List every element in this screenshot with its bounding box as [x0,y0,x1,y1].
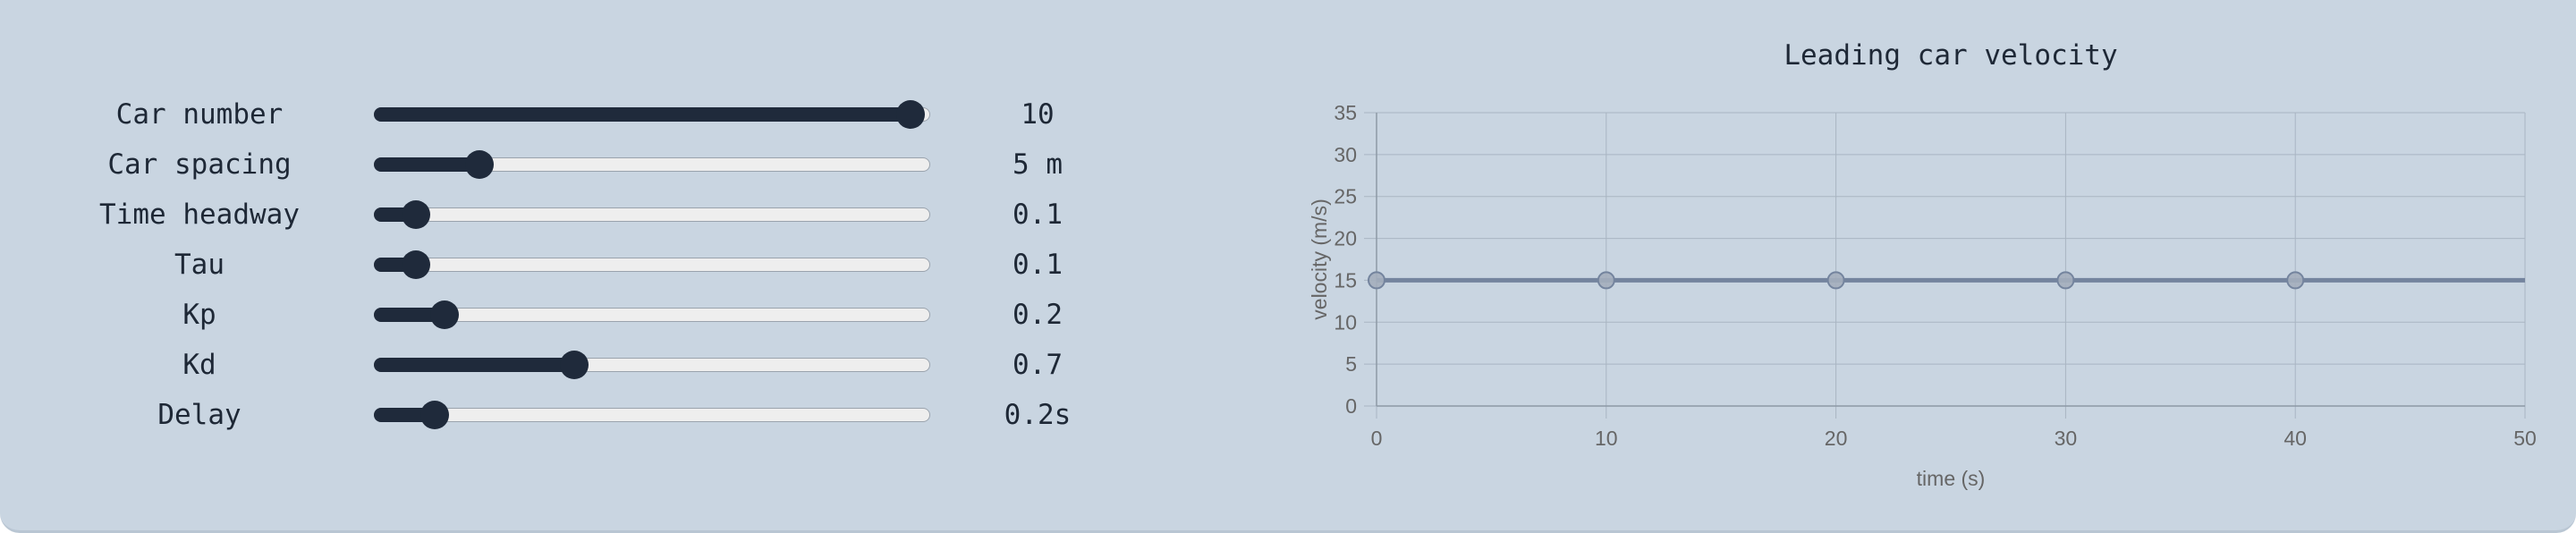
y-tick-label: 10 [1334,310,1357,334]
x-axis-label: time (s) [1917,467,1986,490]
y-tick-label: 30 [1334,143,1357,166]
control-row-time-headway: Time headway 0.1 [0,190,1163,240]
x-tick-label: 40 [2284,427,2307,450]
control-row-delay: Delay 0.2s [0,390,1163,440]
y-tick-label: 25 [1334,185,1357,208]
control-value: 0.1 [975,240,1100,290]
control-label: Kp [54,290,345,340]
x-tick-label: 10 [1595,427,1618,450]
slider-track[interactable] [374,207,930,222]
control-value: 0.7 [975,340,1100,390]
data-point[interactable] [1598,272,1614,288]
control-row-kd: Kd 0.7 [0,340,1163,390]
control-label: Car spacing [54,140,345,190]
control-label: Delay [54,390,345,440]
slider-thumb[interactable] [560,351,589,379]
slider-fill [374,358,574,372]
slider-thumb[interactable] [465,150,494,179]
kd-slider[interactable] [374,358,930,372]
x-tick-label: 30 [2055,427,2078,450]
car-spacing-slider[interactable] [374,157,930,172]
y-tick-label: 15 [1334,268,1357,292]
x-tick-label: 0 [1371,427,1383,450]
slider-track[interactable] [374,258,930,272]
data-point[interactable] [2287,272,2303,288]
control-value: 10 [975,89,1100,140]
delay-slider[interactable] [374,408,930,422]
control-value: 0.2s [975,390,1100,440]
chart-svg: 0 5 10 15 20 25 30 35 0 10 20 30 40 50 Leading car vel… [1270,0,2576,533]
y-tick-label: 0 [1345,394,1357,418]
y-tick-label: 35 [1334,101,1357,124]
slider-thumb[interactable] [402,200,430,229]
slider-thumb[interactable] [402,250,430,279]
data-point[interactable] [2057,272,2073,288]
x-tick-label: 20 [1825,427,1848,450]
data-point[interactable] [1828,272,1844,288]
x-tick-label: 50 [2513,427,2537,450]
data-point[interactable] [1368,272,1385,288]
control-label: Time headway [54,190,345,240]
y-tick-label: 5 [1345,352,1357,376]
y-axis-label: velocity (m/s) [1308,199,1331,319]
tau-slider[interactable] [374,258,930,272]
slider-thumb[interactable] [896,100,925,129]
y-tick-label: 20 [1334,227,1357,250]
slider-thumb[interactable] [420,401,449,429]
car-number-slider[interactable] [374,107,930,122]
control-label: Tau [54,240,345,290]
control-value: 5 m [975,140,1100,190]
control-row-kp: Kp 0.2 [0,290,1163,340]
control-row-car-number: Car number 10 [0,89,1163,140]
slider-thumb[interactable] [430,300,459,329]
slider-track[interactable] [374,408,930,422]
control-label: Kd [54,340,345,390]
slider-fill [374,157,479,172]
controls-panel: Car number 10 Car spacing 5 m Time headw… [0,0,1163,533]
control-label: Car number [54,89,345,140]
kp-slider[interactable] [374,308,930,322]
time-headway-slider[interactable] [374,207,930,222]
slider-fill [374,107,911,122]
control-value: 0.2 [975,290,1100,340]
chart-title: Leading car velocity [1784,39,2117,72]
control-row-car-spacing: Car spacing 5 m [0,140,1163,190]
control-value: 0.1 [975,190,1100,240]
control-row-tau: Tau 0.1 [0,240,1163,290]
velocity-chart: 0 5 10 15 20 25 30 35 0 10 20 30 40 50 Leading car vel… [1270,0,2576,533]
